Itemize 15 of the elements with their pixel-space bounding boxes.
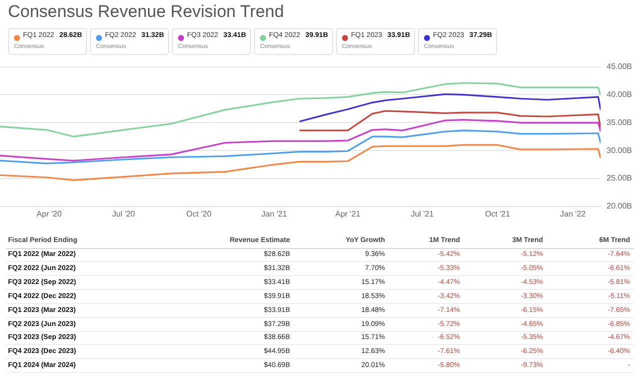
x-tick-label: Apr '21	[335, 209, 361, 218]
x-tick-label: Jul '21	[410, 209, 434, 218]
y-tick-label: 20.00B	[606, 202, 632, 211]
x-tick-label: Oct '20	[186, 209, 212, 218]
x-tick-label: Jul '20	[112, 209, 136, 218]
x-tick-label: Apr '20	[36, 209, 62, 218]
x-tick-label: Jan '21	[261, 209, 288, 218]
y-tick-label: 35.00B	[606, 118, 632, 127]
x-tick-label: Oct '21	[484, 209, 511, 218]
y-tick-label: 30.00B	[606, 146, 632, 155]
y-tick-label: 25.00B	[606, 174, 632, 183]
chart-title: Consensus Revenue Revision Trend	[8, 2, 284, 22]
x-tick-label: Jan '22	[560, 209, 586, 218]
y-tick-label: 40.00B	[606, 90, 632, 99]
y-tick-label: 45.00B	[606, 62, 632, 72]
